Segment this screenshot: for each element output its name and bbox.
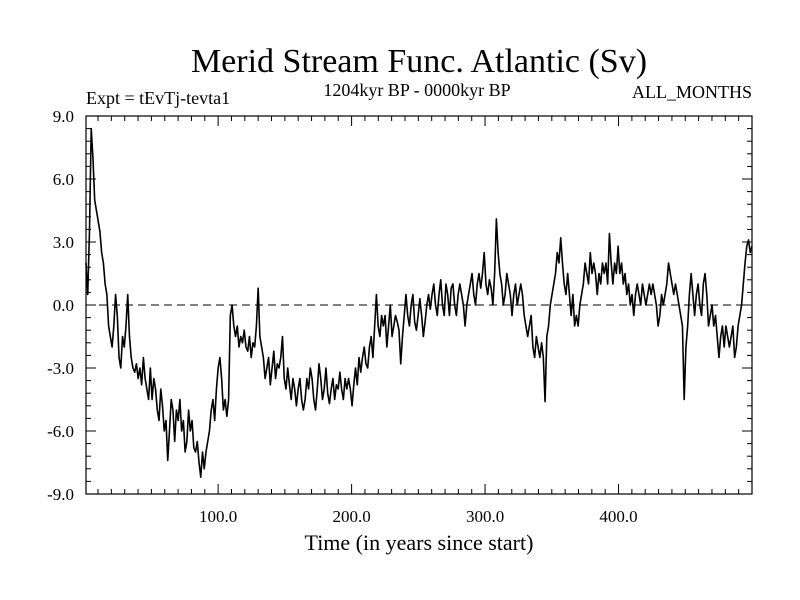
series-line xyxy=(85,127,753,478)
plot-frame xyxy=(85,115,753,495)
y-tick-label: -6.0 xyxy=(47,422,74,441)
season-label: ALL_MONTHS xyxy=(632,82,752,102)
y-axis: -9.0 -6.0 -3.0 0.0 3.0 6.0 9.0 xyxy=(47,107,752,504)
x-tick-label: 200.0 xyxy=(332,507,370,526)
y-tick-label: -3.0 xyxy=(47,359,74,378)
experiment-label: Expt = tEvTj-tevta1 xyxy=(86,88,230,108)
x-axis-label: Time (in years since start) xyxy=(305,530,534,555)
y-tick-label: -9.0 xyxy=(47,485,74,504)
x-tick-label: 100.0 xyxy=(199,507,237,526)
y-tick-label: 6.0 xyxy=(53,170,74,189)
period-label: 1204kyr BP - 0000kyr BP xyxy=(323,80,510,100)
x-tick-label: 300.0 xyxy=(466,507,504,526)
y-tick-label: 9.0 xyxy=(53,107,74,126)
x-axis: 100.0 200.0 300.0 400.0 xyxy=(97,116,753,526)
x-tick-label: 400.0 xyxy=(599,507,637,526)
chart-title: Merid Stream Func. Atlantic (Sv) xyxy=(191,43,647,80)
y-tick-label: 0.0 xyxy=(53,296,74,315)
y-tick-label: 3.0 xyxy=(53,233,74,252)
series-group xyxy=(85,127,753,478)
